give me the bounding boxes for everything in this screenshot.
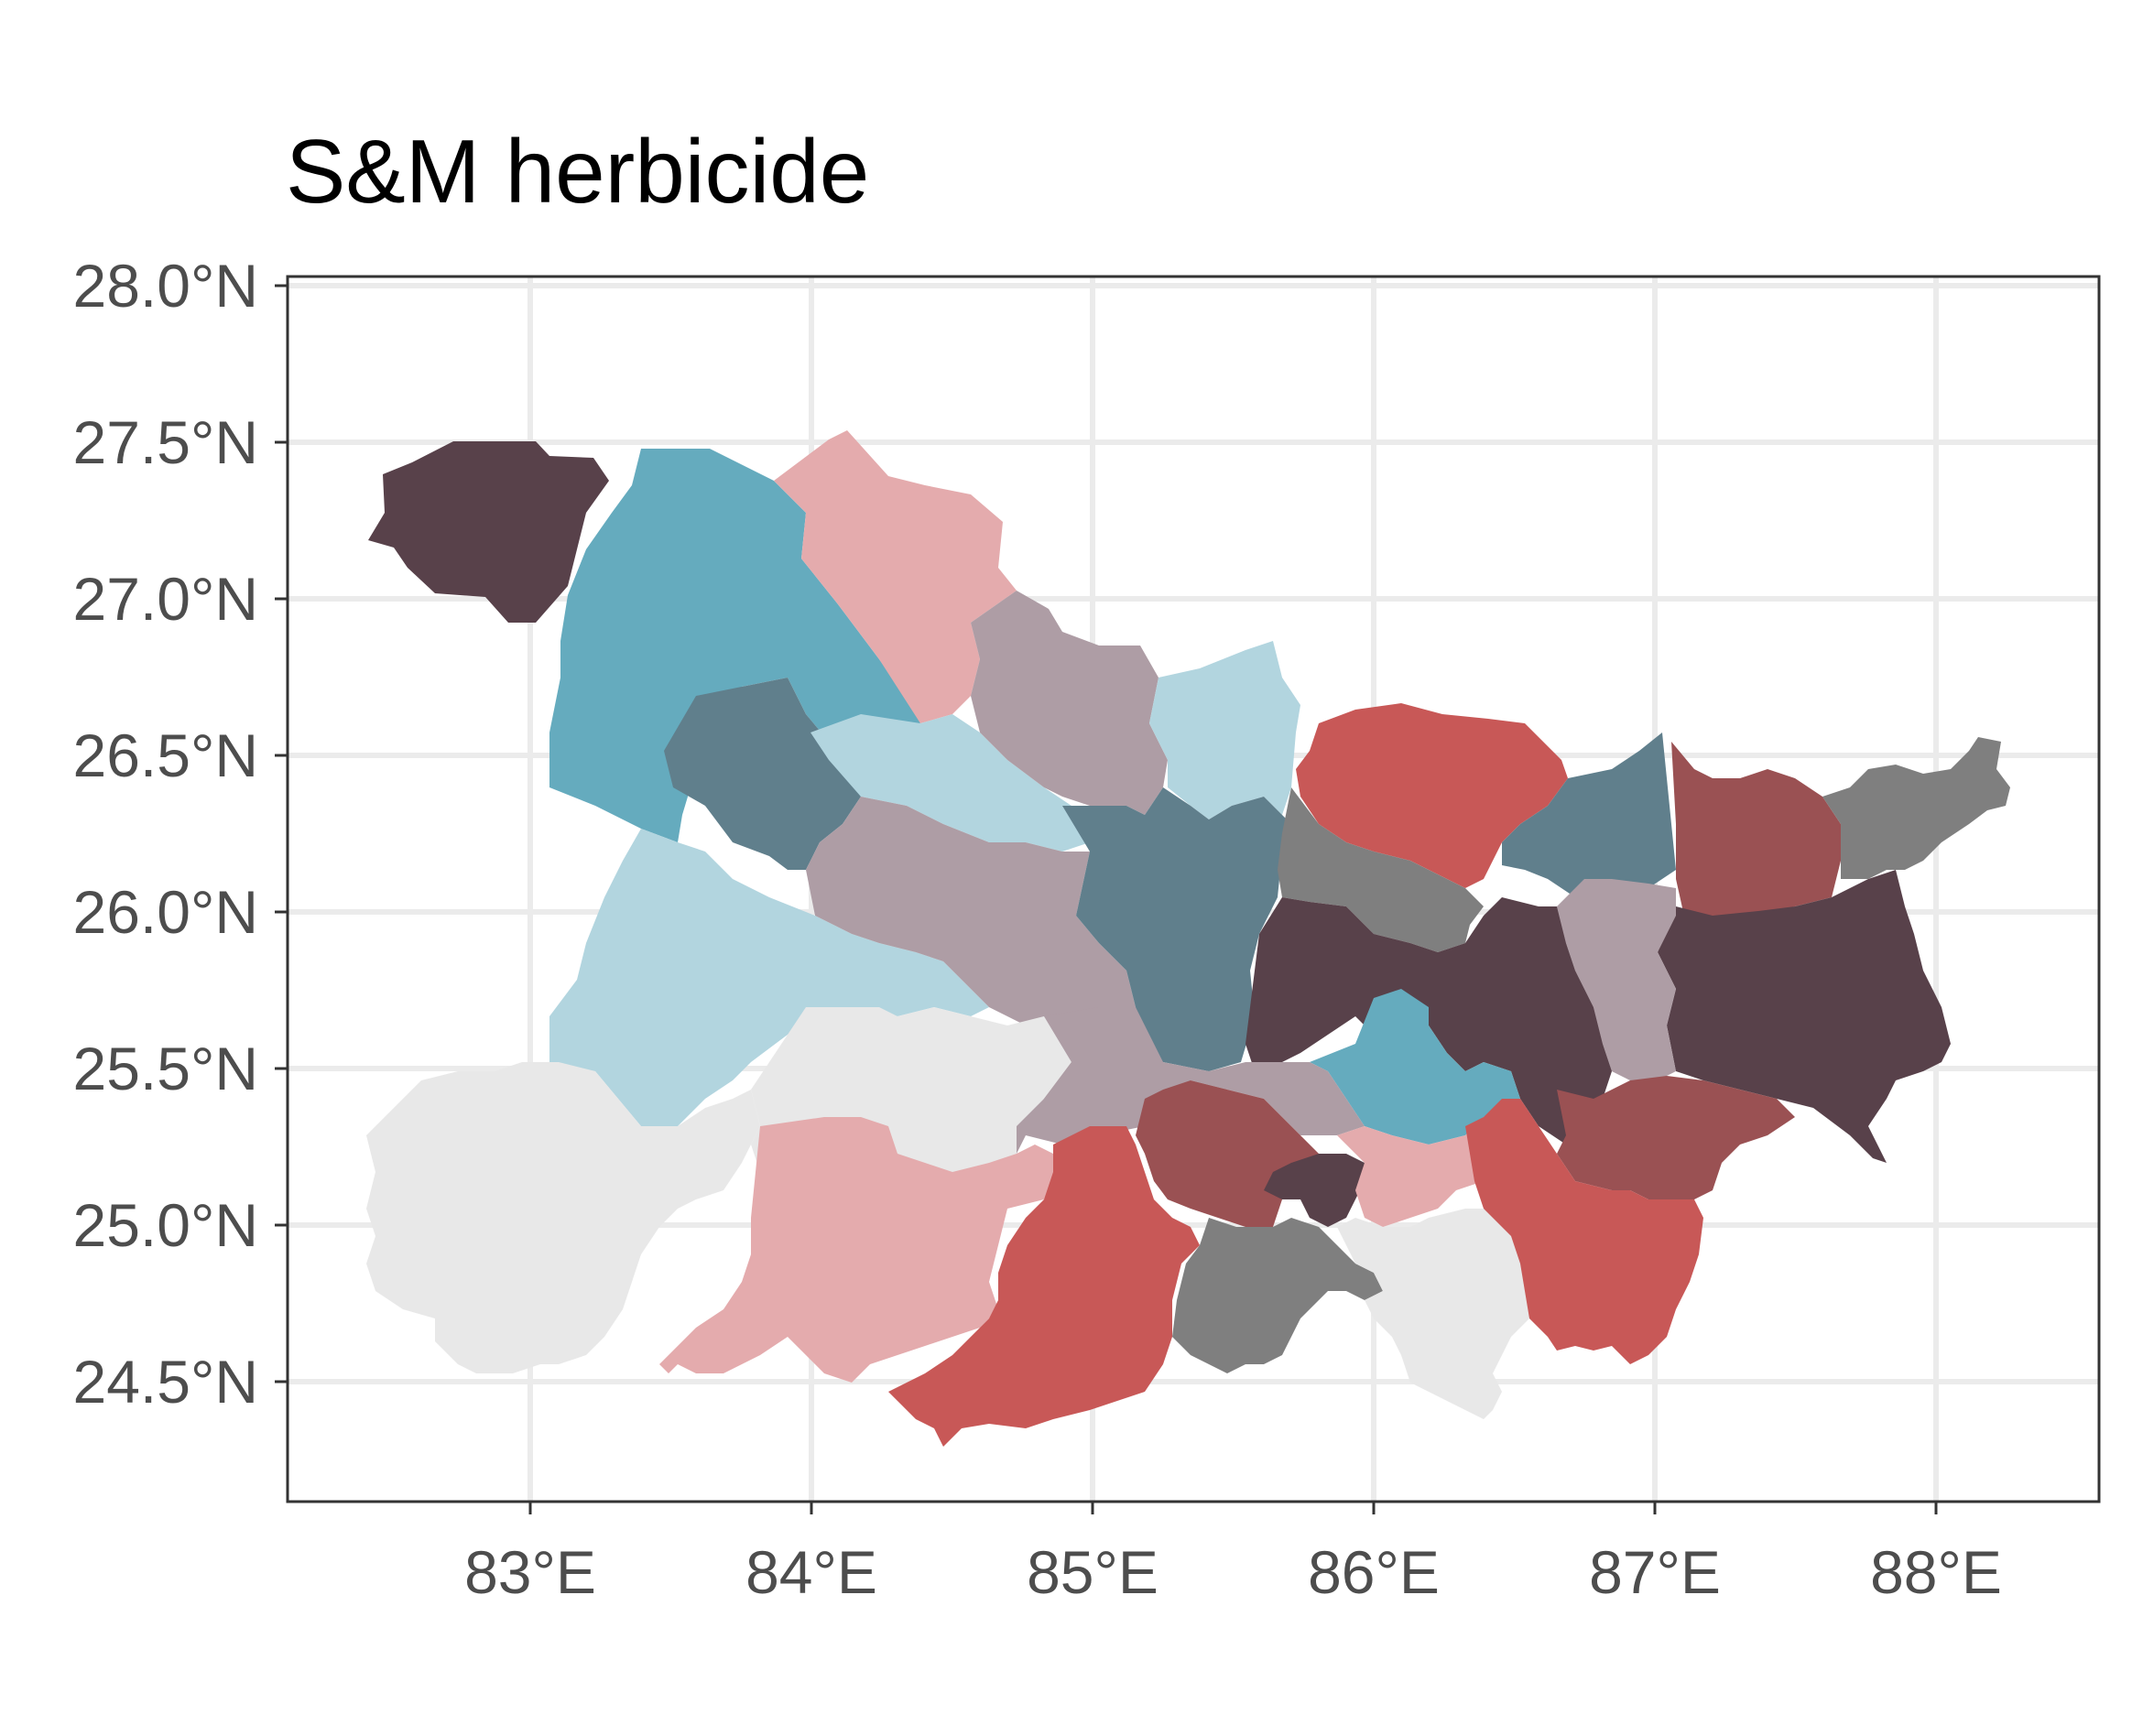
y-tick-label-27-0: 27.0°N	[72, 565, 258, 633]
district-east-champaran	[774, 430, 1017, 723]
x-tick-label-88e: 88°E	[1870, 1538, 2002, 1606]
district-madhubani	[1149, 641, 1300, 819]
x-tick-label-87e: 87°E	[1589, 1538, 1721, 1606]
district-bhagalpur	[1557, 1076, 1795, 1199]
district-kishanganj	[1822, 737, 2010, 879]
y-tick-label-26-5: 26.5°N	[72, 722, 258, 789]
district-sheikhpura	[1264, 1154, 1365, 1227]
district-regions	[366, 430, 2010, 1447]
district-katihar	[1658, 870, 1951, 1163]
district-khagaria	[1557, 879, 1676, 1080]
y-tick-label-28-0: 28.0°N	[72, 252, 258, 320]
district-sheohar-sitamarhi	[971, 591, 1168, 815]
district-saran	[549, 829, 989, 1126]
y-tick-label-25-0: 25.0°N	[72, 1191, 258, 1259]
x-axis-labels: 83°E 84°E 85°E 86°E 87°E 88°E	[464, 1538, 2002, 1606]
district-jamui	[1337, 1209, 1529, 1419]
district-west-champaran	[549, 449, 920, 842]
district-nawada	[1172, 1218, 1383, 1373]
district-araria-east	[1671, 742, 1841, 920]
map-title: S&M herbicide	[286, 121, 870, 222]
x-tick-label-84e: 84°E	[745, 1538, 877, 1606]
y-tick-label-27-5: 27.5°N	[72, 408, 258, 476]
x-tick-label-83e: 83°E	[464, 1538, 596, 1606]
district-rohtas	[659, 1117, 1053, 1383]
district-bhagalpur-north	[1310, 989, 1520, 1145]
district-purnia	[1502, 732, 1676, 902]
x-tick-label-85e: 85°E	[1027, 1538, 1158, 1606]
x-tick-label-86e: 86°E	[1308, 1538, 1440, 1606]
y-axis-labels: 28.0°N 27.5°N 27.0°N 26.5°N 26.0°N 25.5°…	[72, 252, 258, 1416]
district-siwan	[810, 714, 1090, 852]
district-northwest	[368, 441, 609, 623]
district-gopalganj	[664, 678, 861, 870]
y-tick-label-26-0: 26.0°N	[72, 878, 258, 946]
panel-border	[286, 275, 2101, 1503]
y-tick-label-25-5: 25.5°N	[72, 1035, 258, 1102]
district-saharsa-madhepura	[1278, 787, 1484, 952]
district-bhojpur	[366, 1062, 760, 1373]
district-darbhanga-samastipur	[1062, 787, 1291, 1071]
y-tick-label-24-5: 24.5°N	[72, 1348, 258, 1416]
district-lakhisarai	[1337, 1117, 1502, 1227]
tick-marks	[275, 284, 1938, 1514]
district-supaul-araria	[1296, 703, 1568, 888]
district-aurangabad-gaya	[888, 1126, 1200, 1447]
